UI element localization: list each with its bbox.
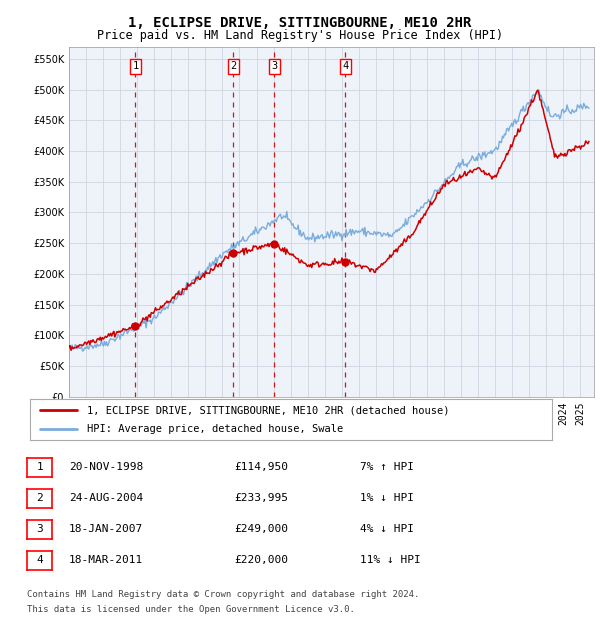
Text: £233,995: £233,995 (234, 494, 288, 503)
Text: 2: 2 (230, 61, 236, 71)
Text: 1, ECLIPSE DRIVE, SITTINGBOURNE, ME10 2HR: 1, ECLIPSE DRIVE, SITTINGBOURNE, ME10 2H… (128, 16, 472, 30)
Text: 1: 1 (133, 61, 139, 71)
Text: 18-MAR-2011: 18-MAR-2011 (69, 556, 143, 565)
Text: £220,000: £220,000 (234, 556, 288, 565)
Text: 20-NOV-1998: 20-NOV-1998 (69, 463, 143, 472)
Text: 4% ↓ HPI: 4% ↓ HPI (360, 525, 414, 534)
Text: 7% ↑ HPI: 7% ↑ HPI (360, 463, 414, 472)
Text: Price paid vs. HM Land Registry's House Price Index (HPI): Price paid vs. HM Land Registry's House … (97, 29, 503, 42)
Text: Contains HM Land Registry data © Crown copyright and database right 2024.: Contains HM Land Registry data © Crown c… (27, 590, 419, 599)
Text: This data is licensed under the Open Government Licence v3.0.: This data is licensed under the Open Gov… (27, 604, 355, 614)
Text: 4: 4 (36, 556, 43, 565)
Text: 11% ↓ HPI: 11% ↓ HPI (360, 556, 421, 565)
Text: 3: 3 (271, 61, 278, 71)
Text: 1% ↓ HPI: 1% ↓ HPI (360, 494, 414, 503)
Text: £249,000: £249,000 (234, 525, 288, 534)
Text: 1: 1 (36, 463, 43, 472)
Text: 18-JAN-2007: 18-JAN-2007 (69, 525, 143, 534)
Text: 24-AUG-2004: 24-AUG-2004 (69, 494, 143, 503)
Text: HPI: Average price, detached house, Swale: HPI: Average price, detached house, Swal… (88, 423, 344, 434)
Text: 4: 4 (343, 61, 349, 71)
Text: 2: 2 (36, 494, 43, 503)
Text: 3: 3 (36, 525, 43, 534)
Text: £114,950: £114,950 (234, 463, 288, 472)
Text: 1, ECLIPSE DRIVE, SITTINGBOURNE, ME10 2HR (detached house): 1, ECLIPSE DRIVE, SITTINGBOURNE, ME10 2H… (88, 405, 450, 415)
